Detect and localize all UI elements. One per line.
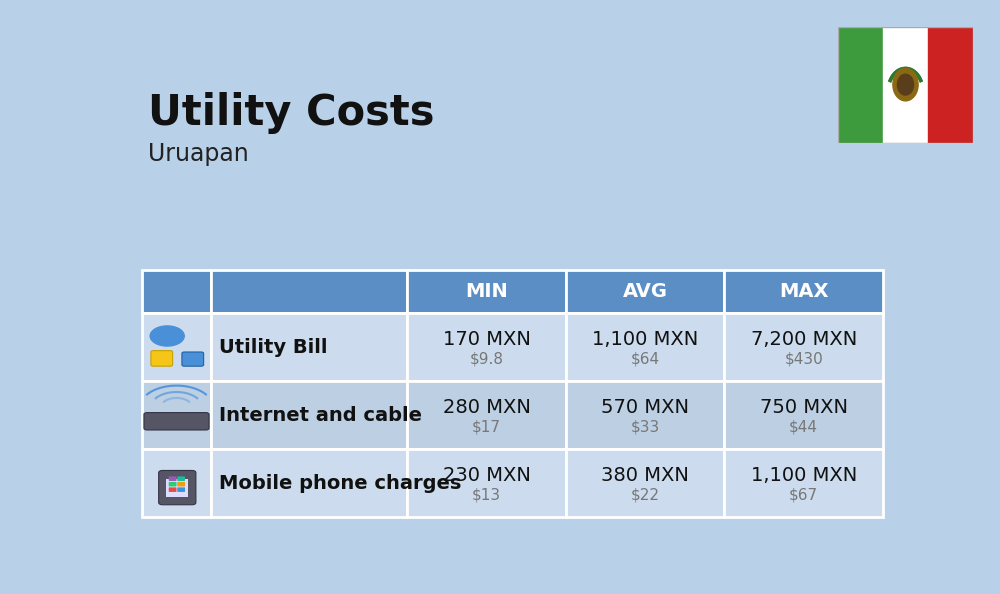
FancyBboxPatch shape: [566, 381, 724, 449]
Text: $22: $22: [631, 487, 660, 503]
FancyBboxPatch shape: [169, 482, 177, 486]
Circle shape: [893, 68, 918, 101]
Text: $33: $33: [630, 419, 660, 434]
FancyBboxPatch shape: [566, 270, 724, 314]
Text: $64: $64: [631, 352, 660, 366]
FancyBboxPatch shape: [169, 488, 177, 492]
Text: 380 MXN: 380 MXN: [601, 466, 689, 485]
Text: 7,200 MXN: 7,200 MXN: [751, 330, 857, 349]
FancyBboxPatch shape: [142, 314, 211, 381]
Text: Utility Costs: Utility Costs: [148, 92, 435, 134]
FancyBboxPatch shape: [211, 381, 407, 449]
Circle shape: [150, 326, 184, 346]
Text: Internet and cable: Internet and cable: [219, 406, 422, 425]
Text: 570 MXN: 570 MXN: [601, 398, 689, 417]
FancyBboxPatch shape: [211, 270, 407, 314]
FancyBboxPatch shape: [211, 314, 407, 381]
FancyBboxPatch shape: [142, 381, 211, 449]
Text: 170 MXN: 170 MXN: [443, 330, 531, 349]
Text: $44: $44: [789, 419, 818, 434]
FancyBboxPatch shape: [407, 449, 566, 517]
Text: MAX: MAX: [779, 282, 828, 301]
FancyBboxPatch shape: [211, 449, 407, 517]
FancyBboxPatch shape: [166, 479, 188, 497]
FancyBboxPatch shape: [407, 314, 566, 381]
FancyBboxPatch shape: [144, 413, 209, 430]
FancyBboxPatch shape: [142, 270, 211, 314]
Text: $17: $17: [472, 419, 501, 434]
Text: 230 MXN: 230 MXN: [443, 466, 531, 485]
Text: Utility Bill: Utility Bill: [219, 338, 327, 357]
FancyBboxPatch shape: [169, 476, 177, 481]
Text: MIN: MIN: [465, 282, 508, 301]
Bar: [883, 27, 928, 143]
Circle shape: [897, 74, 914, 95]
Text: $430: $430: [784, 352, 823, 366]
Text: Uruapan: Uruapan: [148, 142, 249, 166]
Text: $13: $13: [472, 487, 501, 503]
FancyBboxPatch shape: [724, 449, 883, 517]
FancyBboxPatch shape: [182, 352, 204, 366]
Text: Mobile phone charges: Mobile phone charges: [219, 474, 461, 493]
FancyBboxPatch shape: [159, 470, 196, 505]
Text: $9.8: $9.8: [470, 352, 504, 366]
Text: 280 MXN: 280 MXN: [443, 398, 531, 417]
FancyBboxPatch shape: [177, 488, 185, 492]
Text: 750 MXN: 750 MXN: [760, 398, 848, 417]
Text: 1,100 MXN: 1,100 MXN: [751, 466, 857, 485]
FancyBboxPatch shape: [566, 449, 724, 517]
FancyBboxPatch shape: [566, 314, 724, 381]
FancyBboxPatch shape: [724, 314, 883, 381]
Text: 1,100 MXN: 1,100 MXN: [592, 330, 698, 349]
FancyBboxPatch shape: [142, 449, 211, 517]
FancyBboxPatch shape: [407, 381, 566, 449]
FancyBboxPatch shape: [407, 270, 566, 314]
Bar: [928, 27, 973, 143]
FancyBboxPatch shape: [724, 270, 883, 314]
FancyBboxPatch shape: [177, 482, 185, 486]
Bar: [838, 27, 883, 143]
FancyBboxPatch shape: [177, 476, 185, 481]
FancyBboxPatch shape: [724, 381, 883, 449]
FancyBboxPatch shape: [151, 350, 173, 366]
Text: $67: $67: [789, 487, 818, 503]
Text: AVG: AVG: [623, 282, 668, 301]
